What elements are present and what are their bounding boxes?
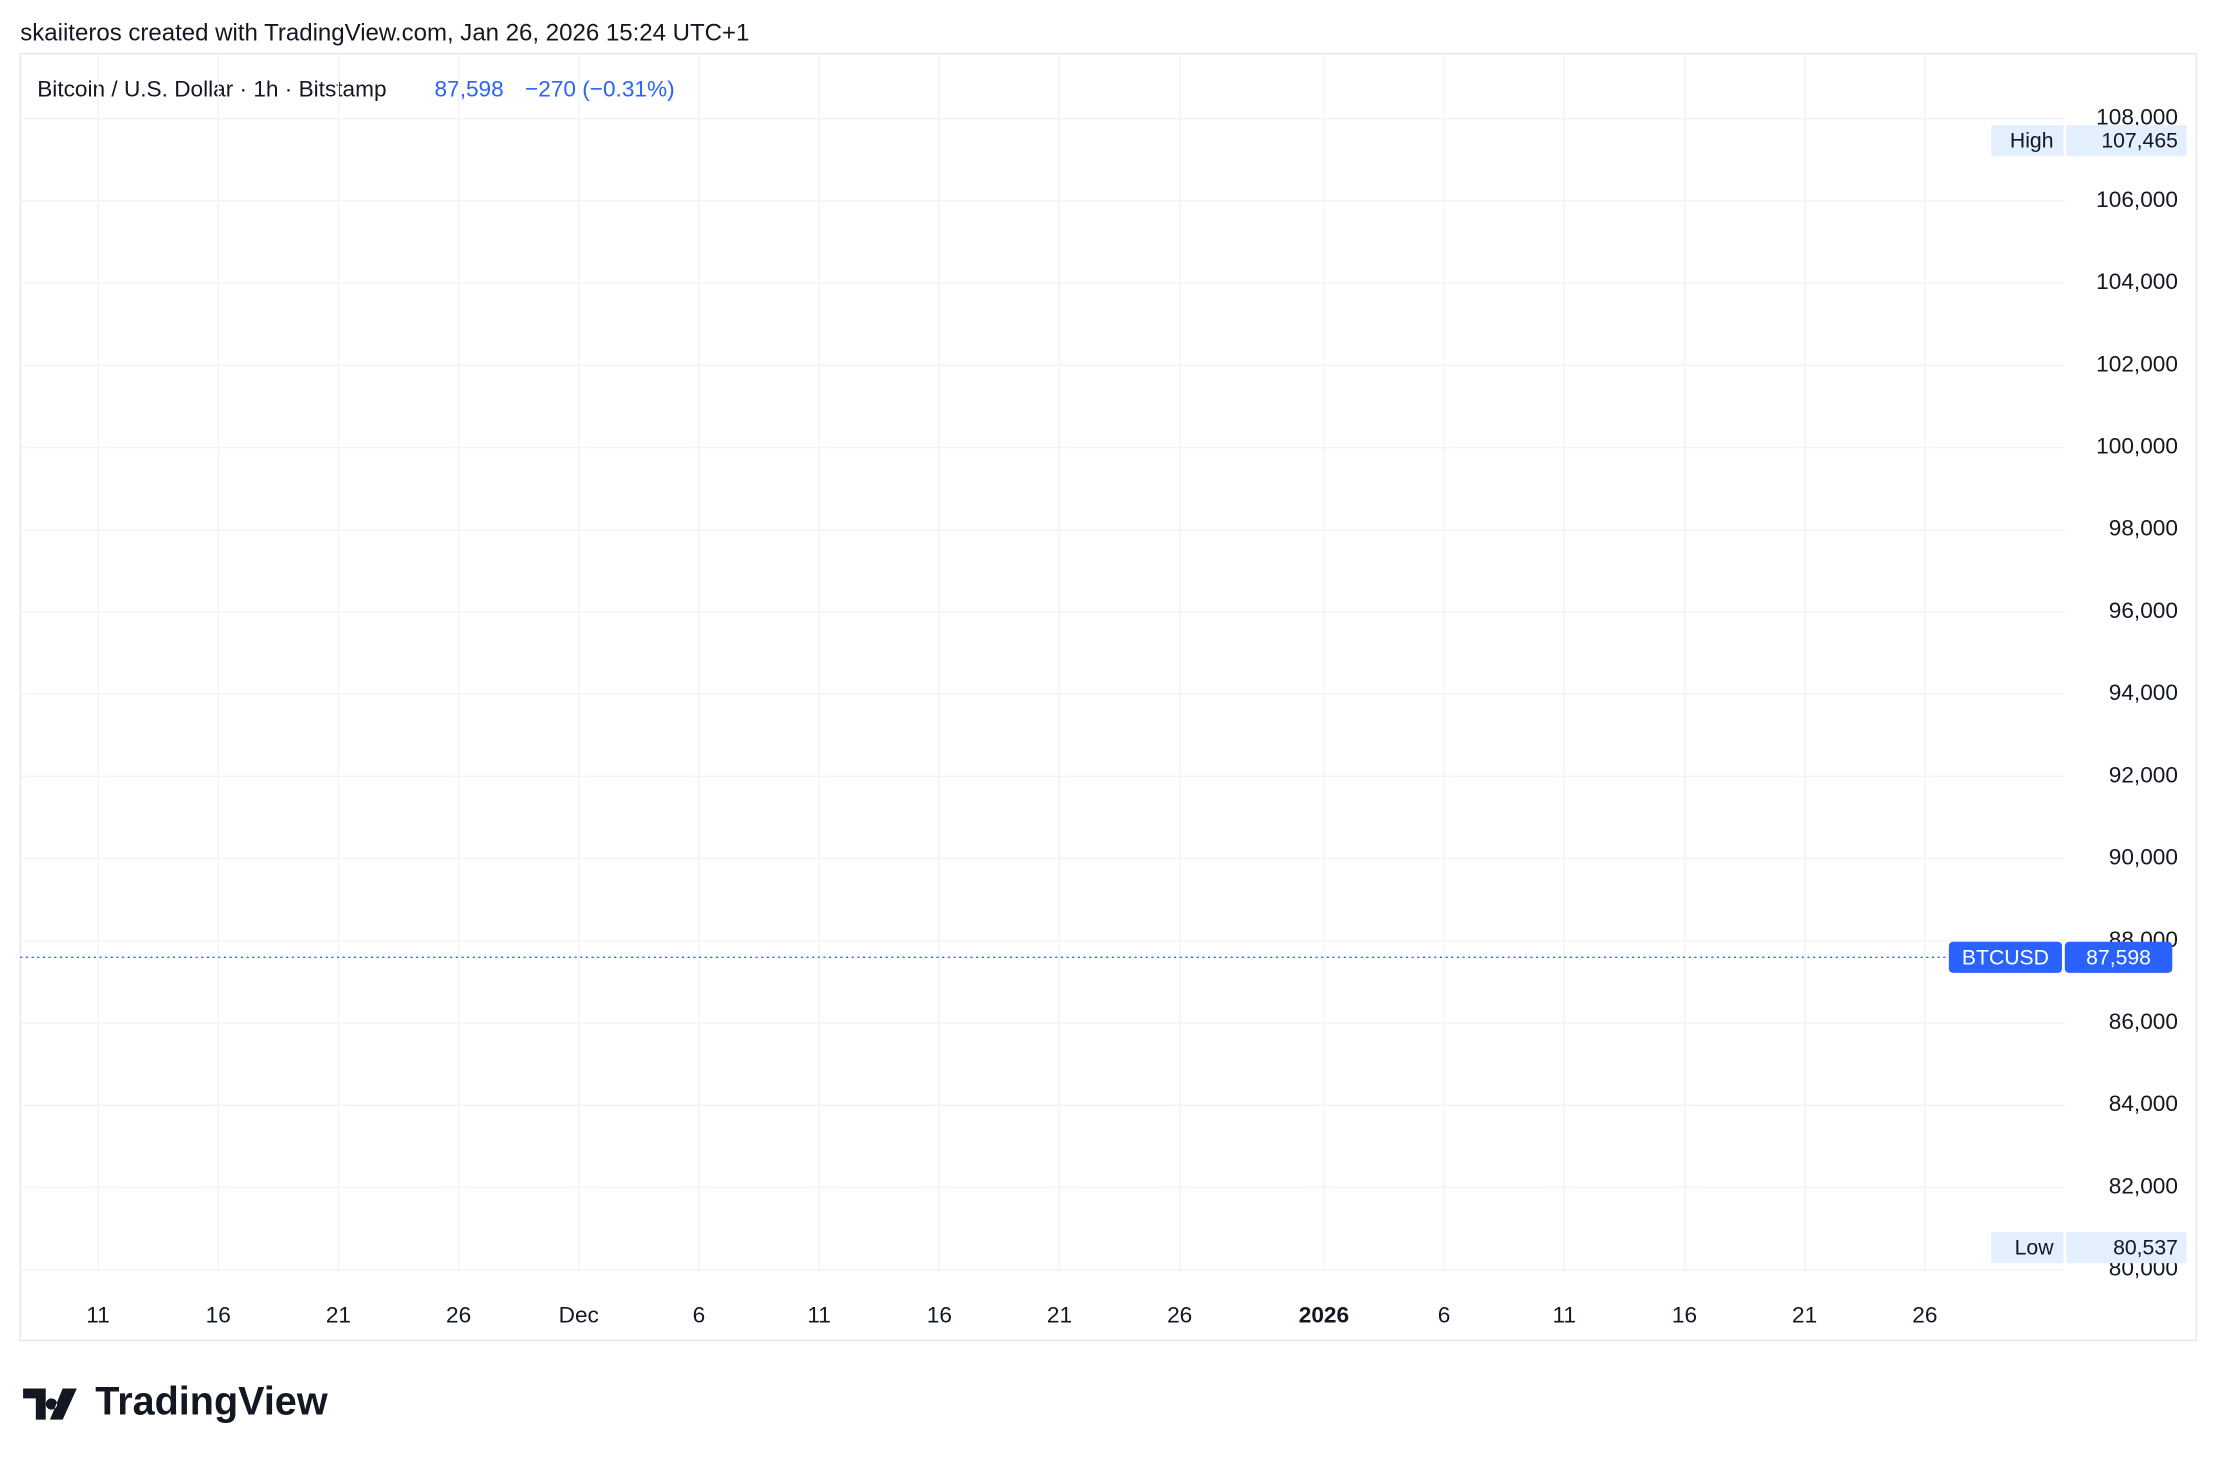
price-badge-label: 87,598	[2086, 946, 2151, 969]
high-badge	[1991, 125, 2187, 157]
y-tick-label: 86,000	[2109, 1009, 2178, 1034]
brand: TradingView	[95, 1379, 328, 1423]
y-tick-label: 92,000	[2109, 762, 2178, 787]
y-tick-label: 90,000	[2109, 845, 2178, 870]
y-tick-label: 96,000	[2109, 598, 2178, 623]
x-tick-label: 11	[86, 1302, 109, 1327]
x-tick-label: Dec	[559, 1302, 599, 1327]
x-tick-label: 6	[693, 1302, 706, 1327]
x-tick-label: 26	[1912, 1302, 1937, 1327]
x-tick-label: 16	[1672, 1302, 1697, 1327]
x-tick-label: 6	[1438, 1302, 1451, 1327]
x-tick-label: 21	[1047, 1302, 1072, 1327]
y-tick-label: 106,000	[2096, 187, 2178, 212]
symbol-badge	[1948, 941, 2062, 973]
x-tick-label: 21	[1792, 1302, 1817, 1327]
x-tick-label: 26	[1167, 1302, 1192, 1327]
symbol-badge-label: BTCUSD	[1962, 946, 2049, 969]
y-tick-label: 98,000	[2109, 516, 2178, 541]
x-tick-label: 2026	[1299, 1302, 1349, 1327]
low-value: 80,537	[2113, 1237, 2178, 1260]
price-badge	[2064, 941, 2173, 973]
low-badge	[1991, 1232, 2187, 1264]
x-tick-label: 16	[206, 1302, 231, 1327]
chart-frame	[19, 53, 2198, 1342]
attribution: skaiiteros created with TradingView.com,…	[20, 19, 749, 46]
x-tick-label: 16	[927, 1302, 952, 1327]
x-tick-label: 26	[446, 1302, 471, 1327]
logo	[23, 1388, 77, 1420]
y-tick-label: 104,000	[2096, 269, 2178, 294]
x-tick-label: 21	[326, 1302, 351, 1327]
y-tick-label: 94,000	[2109, 680, 2178, 705]
high-value: 107,465	[2101, 130, 2178, 153]
price-change: −270 (−0.31%)	[525, 76, 675, 101]
logo-mark	[23, 1388, 77, 1420]
y-tick-label: 100,000	[2096, 433, 2178, 458]
symbol-title: Bitcoin / U.S. Dollar · 1h · Bitstamp	[37, 76, 386, 101]
low-name: Low	[2015, 1237, 2055, 1260]
y-tick-label: 84,000	[2109, 1091, 2178, 1116]
y-tick-label: 82,000	[2109, 1173, 2178, 1198]
high-name: High	[2010, 130, 2054, 153]
x-tick-label: 11	[1553, 1302, 1576, 1327]
last-price: 87,598	[435, 76, 504, 101]
y-tick-label: 102,000	[2096, 351, 2178, 376]
x-tick-label: 11	[807, 1302, 830, 1327]
